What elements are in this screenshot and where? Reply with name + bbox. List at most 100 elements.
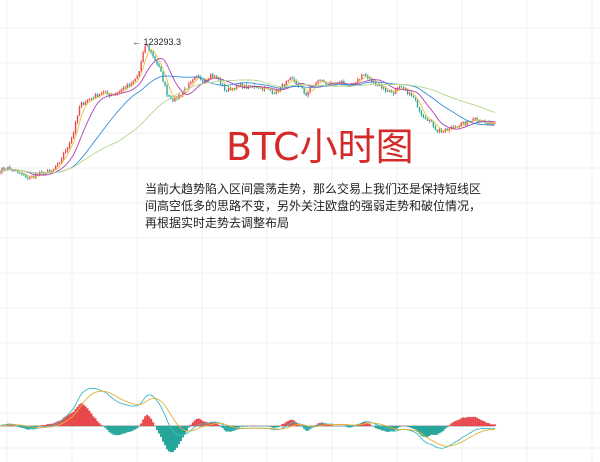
macd-histogram-bar — [426, 426, 429, 438]
candle-body — [150, 50, 152, 53]
candle-body — [160, 66, 162, 72]
candle-body — [21, 173, 23, 175]
candle-body — [474, 117, 476, 119]
candle-body — [271, 90, 274, 94]
macd-histogram-bar — [352, 426, 355, 427]
candle-body — [255, 87, 258, 88]
macd-histogram-bar — [394, 426, 397, 430]
macd-histogram-bar — [356, 424, 359, 426]
candle-body — [202, 79, 204, 82]
macd-histogram-bar — [173, 426, 177, 450]
macd-histogram-bar — [219, 426, 222, 427]
macd-histogram-bar — [156, 426, 159, 431]
macd-histogram-bar — [46, 424, 49, 426]
candle-body — [198, 75, 200, 77]
macd-histogram-bar — [438, 426, 441, 434]
candle-body — [361, 75, 363, 80]
candle-body — [126, 84, 128, 89]
macd-histogram-bar — [213, 422, 216, 426]
macd-histogram-bar — [78, 404, 81, 426]
candle-body — [190, 81, 192, 84]
candle-body — [438, 129, 441, 132]
macd-histogram-bar — [406, 426, 409, 427]
macd-histogram-bar — [130, 426, 133, 432]
peak-annotation: ← 123293.3 — [132, 37, 181, 47]
candle-body — [454, 126, 456, 128]
macd-histogram-bar — [396, 426, 399, 429]
macd-histogram-bar — [295, 422, 298, 426]
macd-histogram-bar — [138, 426, 141, 427]
candle-body — [375, 81, 377, 86]
macd-histogram-bar — [199, 419, 202, 426]
candle-body — [19, 173, 21, 174]
macd-histogram-bar — [245, 426, 248, 427]
candle-body — [359, 79, 361, 80]
macd-histogram-bar — [128, 426, 131, 433]
candle-body — [414, 97, 417, 100]
candle-body — [158, 64, 160, 67]
macd-histogram-bar — [442, 426, 445, 431]
candle-body — [219, 79, 222, 85]
macd-histogram-bar — [474, 416, 477, 426]
macd-histogram-bar — [150, 418, 153, 426]
macd-histogram-bar — [126, 426, 129, 433]
macd-histogram-bar — [299, 425, 302, 426]
candle-body — [319, 80, 321, 82]
macd-histogram-bar — [96, 421, 99, 426]
macd-histogram-bar — [207, 422, 210, 426]
candle-body — [37, 174, 39, 175]
macd-histogram-bar — [158, 426, 161, 434]
macd-histogram-bar — [374, 426, 377, 429]
macd-histogram-bar — [424, 426, 427, 438]
macd-histogram-bar — [94, 418, 97, 426]
candle-body — [188, 83, 190, 90]
macd-histogram-bar — [460, 418, 463, 426]
candle-body — [369, 78, 371, 80]
candle-body — [287, 80, 289, 82]
macd-histogram-bar — [241, 426, 244, 427]
candle-body — [227, 87, 230, 91]
arrow-left-icon: ← — [132, 37, 141, 47]
macd-histogram-bar — [122, 426, 125, 434]
candle-body — [213, 76, 216, 77]
macd-histogram-bar — [364, 422, 367, 426]
macd-histogram-bar — [472, 416, 475, 426]
macd-histogram-bar — [221, 426, 224, 429]
macd-histogram-bar — [430, 426, 433, 435]
candle-body — [25, 174, 27, 178]
macd-histogram-bar — [390, 426, 393, 432]
candle-body — [156, 60, 158, 65]
candle-body — [315, 82, 317, 86]
macd-histogram-bar — [466, 417, 469, 426]
candle-body — [257, 87, 260, 89]
macd-histogram-bar — [428, 426, 431, 436]
candle-body — [108, 94, 111, 97]
candle-body — [35, 174, 37, 178]
macd-histogram-bar — [271, 426, 274, 428]
macd-histogram-bar — [456, 420, 459, 426]
candle-body — [78, 106, 81, 116]
macd-histogram-bar — [171, 426, 175, 453]
candle-body — [492, 123, 494, 126]
macd-histogram-bar — [398, 426, 401, 427]
candle-body — [237, 84, 240, 86]
candle-body — [390, 90, 393, 93]
candle-body — [3, 167, 5, 170]
candle-body — [382, 87, 385, 89]
macd-histogram-bar — [454, 420, 457, 426]
candle-body — [309, 87, 311, 93]
candle-body — [215, 76, 218, 79]
candle-body — [283, 84, 285, 87]
macd-histogram-bar — [56, 421, 59, 426]
candle-body — [142, 52, 144, 62]
macd-histogram-bar — [195, 418, 198, 426]
macd-histogram-bar — [106, 426, 109, 430]
candle-body — [420, 110, 423, 116]
candle-body — [144, 46, 146, 53]
macd-histogram-bar — [416, 426, 419, 432]
macd-histogram-bar — [160, 426, 163, 437]
candle-body — [45, 172, 47, 175]
macd-histogram-bar — [321, 422, 324, 426]
candle-body — [212, 74, 214, 77]
